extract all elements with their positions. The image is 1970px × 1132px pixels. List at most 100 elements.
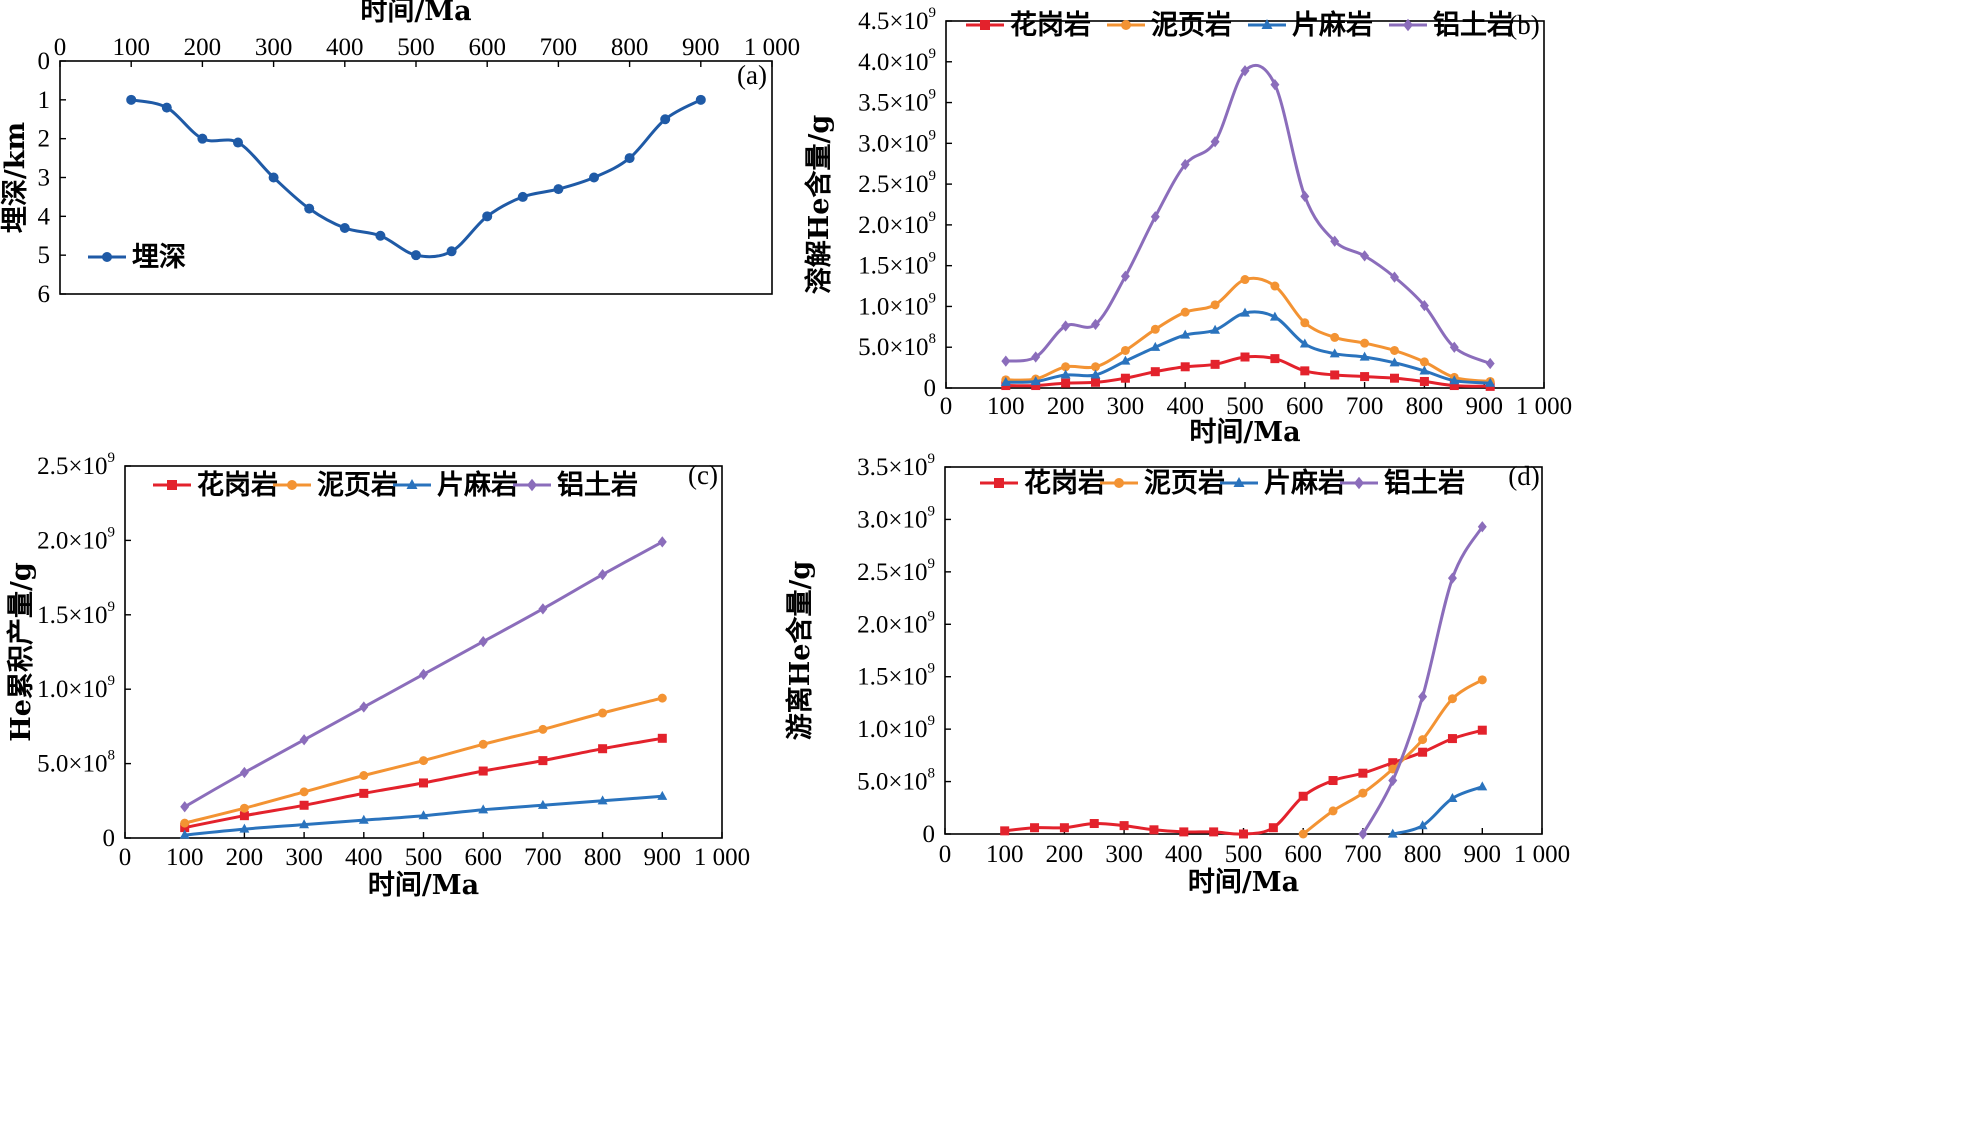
series-line [1004,728,1483,836]
data-point [339,222,350,233]
data-point [1210,359,1220,369]
data-point [299,734,309,746]
y-tick-label: 2 [38,126,51,153]
data-point [1447,572,1457,584]
y-tick-mantissa: 3.0×10 [858,130,928,157]
data-point [1360,372,1370,382]
x-tick-label: 800 [1406,393,1444,420]
data-point [1210,300,1220,310]
data-point [1419,357,1429,367]
data-point [1210,324,1221,334]
data-point [1209,827,1219,837]
data-point [1269,311,1280,321]
y-tick-label: 0 [923,821,936,848]
data-point [299,819,310,829]
legend-entry: 片麻岩 [437,470,518,501]
y-tick-label: 5 [38,242,51,269]
data-point [1090,369,1101,379]
data-point [657,733,667,743]
legend-swatch-marker [1354,476,1364,490]
data-point [597,795,608,805]
data-point [1000,826,1010,836]
data-point [304,203,315,214]
y-tick-label: 1.5×109 [858,250,936,280]
panel-label: (a) [737,60,767,90]
series-line [1005,63,1491,365]
data-point [1330,235,1340,247]
data-point [1449,375,1460,385]
series-0 [126,94,706,261]
x-tick-label: 700 [540,34,578,61]
data-point [1485,357,1495,370]
data-point [1418,691,1428,703]
y-tick-label: 0 [38,48,51,75]
x-tick-label: 1 000 [694,844,750,871]
panel-label: (c) [688,460,718,490]
data-point [1447,792,1458,802]
y-tick-exponent: 9 [108,450,116,466]
data-point [1120,355,1131,365]
x-tick-label: 100 [986,841,1024,868]
series-1 [180,693,667,828]
x-axis-label: 时间/Ma [360,0,471,27]
data-point [1298,791,1308,801]
series-1 [1298,675,1487,839]
data-point [1270,78,1280,91]
data-point [1060,369,1071,379]
data-point [239,766,249,779]
x-tick-label: 100 [166,844,204,871]
x-tick-label: 300 [255,34,293,61]
legend-entry: 花岗岩 [1024,468,1105,499]
data-point [1120,373,1130,383]
x-tick-label: 1 000 [1516,393,1572,420]
y-tick-label: 4.5×109 [858,5,936,35]
y-tick-mantissa: 3.5×10 [858,90,928,117]
x-tick-label: 0 [939,841,952,868]
data-point [161,102,172,113]
data-point [1031,381,1041,391]
y-tick-exponent: 8 [929,331,937,347]
y-axis-label: 游离He含量/g [784,561,816,741]
x-tick-label: 800 [584,844,622,871]
y-tick-label: 4 [38,203,51,230]
panel-label: (d) [1508,461,1539,491]
data-point [1330,332,1340,342]
y-tick-mantissa: 4.0×10 [858,49,928,76]
y-tick-mantissa: 1.0×10 [857,716,927,743]
data-point [1239,829,1248,839]
data-point [1091,318,1100,331]
data-point [1061,320,1071,332]
y-tick-exponent: 9 [928,608,936,624]
legend: 花岗岩 泥页岩 片麻岩 铝土岩 [966,10,1514,41]
data-point [1485,377,1496,387]
data-point [478,635,488,648]
data-point [1329,348,1340,358]
data-point [478,739,488,749]
x-tick-label: 300 [285,844,323,871]
x-tick-label: 400 [1166,393,1204,420]
legend-entry: 埋深 [132,242,186,273]
data-point [1120,270,1130,282]
data-point [537,799,548,809]
data-point [1477,675,1487,685]
y-tick-label: 3.5×109 [858,87,936,117]
data-point [1270,281,1280,291]
x-tick-label: 500 [1225,841,1263,868]
data-point [1387,828,1398,838]
panel-label: (b) [1508,10,1539,40]
y-tick-mantissa: 5.0×10 [857,769,927,796]
data-point [268,172,279,183]
data-point [446,246,457,257]
y-tick-mantissa: 4.5×10 [858,8,928,35]
series-3 [180,536,667,813]
data-point [538,724,548,734]
y-tick-mantissa: 2.5×10 [37,453,107,480]
y-tick-exponent: 9 [108,524,116,540]
data-point [1089,819,1099,829]
y-tick-label: 3.5×109 [857,451,935,481]
y-tick-mantissa: 3.0×10 [857,506,927,533]
y-tick-label: 1.5×109 [37,599,115,629]
data-point [517,191,528,202]
y-tick-mantissa: 5.0×10 [37,751,107,778]
